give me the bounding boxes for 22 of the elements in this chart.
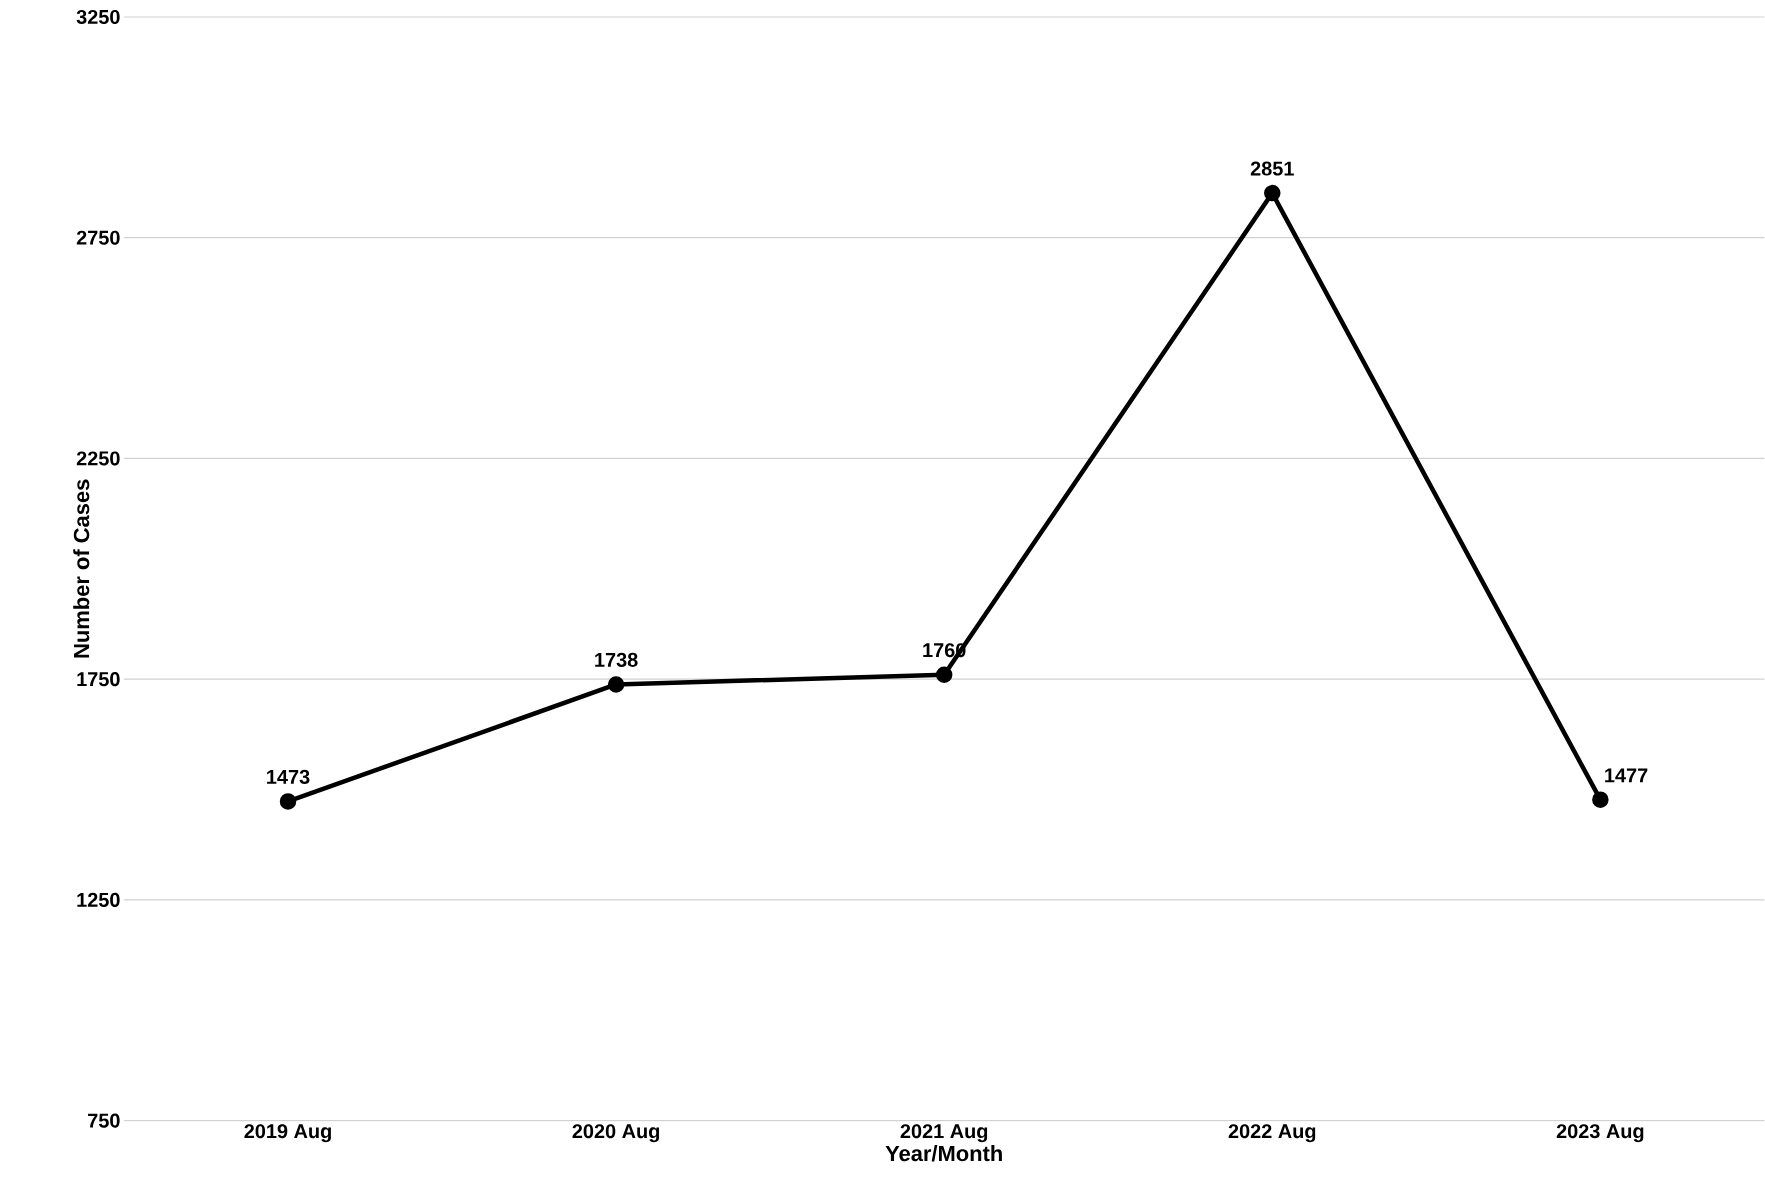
point	[279, 793, 297, 810]
x-tick-label: 2023 Aug	[1556, 1124, 1644, 1143]
y-tick-label: 2250	[76, 451, 120, 466]
data-label: 1473	[267, 770, 310, 785]
y-axis-title: Number of Cases	[73, 479, 90, 658]
data-label: 1738	[595, 653, 638, 668]
y-tick-label: 1750	[77, 672, 120, 687]
y-tick-label: 3250	[76, 10, 120, 25]
x-tick-label: 2019 Aug	[244, 1124, 331, 1143]
y-tick-label: 2750	[76, 230, 120, 245]
x-tick-label: 2022 Aug	[1228, 1124, 1316, 1143]
point	[607, 676, 625, 693]
x-axis-title: Year/Month	[885, 1145, 1002, 1162]
y-tick-label: 1250	[77, 893, 120, 908]
y-tick-label: 750	[88, 1113, 120, 1128]
point	[1264, 185, 1281, 202]
x-tick-label: 2020 Aug	[572, 1124, 660, 1143]
point	[1592, 791, 1609, 809]
point	[935, 666, 953, 684]
data-label: 2851	[1250, 161, 1294, 176]
x-tick-label: 2021 Aug	[900, 1124, 988, 1143]
data-label: 1477	[1605, 768, 1648, 783]
